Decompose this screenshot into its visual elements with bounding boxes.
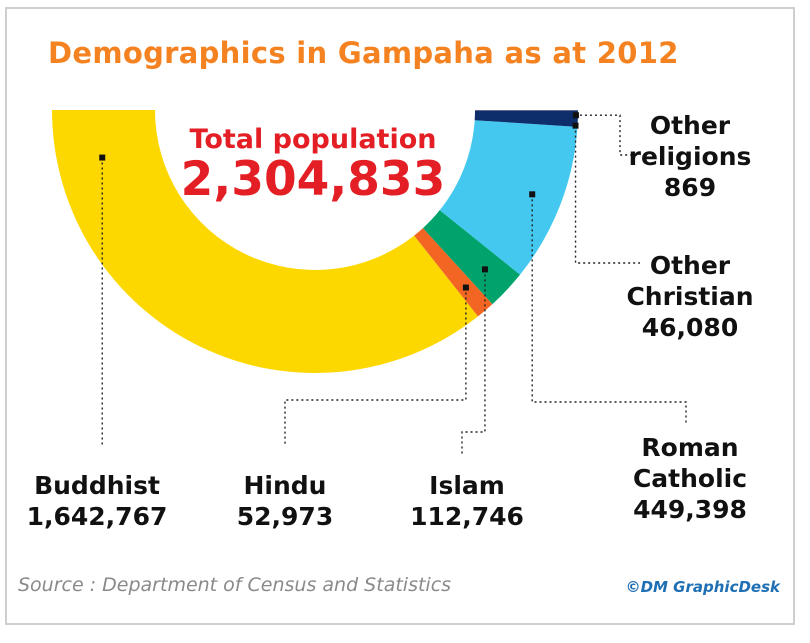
category-name: Hindu [243, 471, 327, 500]
leader-dot [462, 284, 469, 291]
value-label: 112,746 [410, 502, 524, 531]
donut-segment [414, 228, 493, 317]
leader-dot [99, 154, 106, 161]
donut-segment [52, 110, 478, 373]
donut-segment [422, 210, 521, 305]
leader-line [461, 269, 486, 455]
frame [5, 7, 795, 625]
category-name: Other Christian [626, 251, 754, 311]
leader-dot [481, 266, 488, 273]
value-label: 869 [663, 173, 717, 202]
total-label: Total population [189, 124, 437, 155]
segment-label: Islam 112,746 [392, 470, 542, 532]
value-label: 46,080 [641, 313, 739, 342]
value-label: 52,973 [236, 502, 334, 531]
leader-dot [572, 122, 579, 129]
leader-dot [572, 112, 579, 119]
leader-line [579, 114, 640, 156]
category-name: Buddhist [34, 471, 160, 500]
category-name: Roman Catholic [632, 433, 748, 493]
total-value: 2,304,833 [180, 152, 446, 207]
segment-label: Roman Catholic 449,398 [620, 432, 760, 525]
donut-segment [474, 110, 578, 127]
value-label: 1,642,767 [26, 502, 168, 531]
source-note: Source : Department of Census and Statis… [18, 574, 452, 596]
value-label: 449,398 [633, 495, 747, 524]
category-name: Islam [429, 471, 505, 500]
segment-label: Buddhist 1,642,767 [12, 470, 182, 532]
segment-label: Other Christian 46,080 [620, 250, 760, 343]
leader-line [284, 287, 467, 445]
chart-title: Demographics in Gampaha as at 2012 [48, 36, 679, 70]
category-name: Other religions [628, 111, 752, 171]
segment-label: Other religions 869 [620, 110, 760, 203]
leader-line [574, 125, 640, 264]
donut-segment [439, 120, 578, 275]
credit: ©DM GraphicDesk [625, 578, 780, 596]
leader-dot [529, 191, 536, 198]
segment-label: Hindu 52,973 [215, 470, 355, 532]
